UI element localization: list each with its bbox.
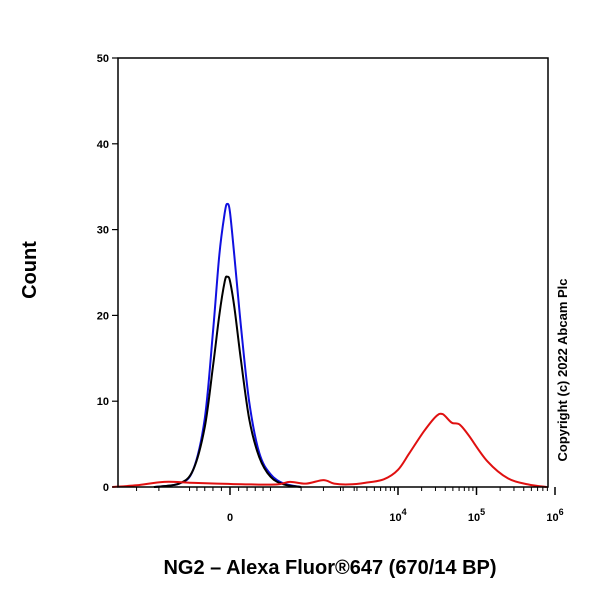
y-tick-label: 10 [97, 396, 109, 408]
y-tick-label: 30 [97, 225, 109, 237]
x-axis-title: NG2 – Alexa Fluor®647 (670/14 BP) [163, 557, 496, 579]
histogram-curve-3 [112, 412, 547, 488]
x-tick-label: 0 [227, 512, 233, 524]
y-tick-label: 50 [97, 53, 109, 65]
ticks-layer: 0 10 20 30 40 50 0 104 105 106 [97, 53, 564, 524]
x-tick-label: 105 [468, 507, 485, 524]
y-tick-label: 40 [97, 139, 109, 151]
x-tick-label: 104 [389, 507, 406, 524]
histogram-curve-1 [153, 202, 302, 488]
x-tick-label: 106 [546, 507, 563, 524]
copyright-text: Copyright (c) 2022 Abcam Plc [555, 278, 570, 461]
y-axis-title: Count [19, 241, 41, 299]
y-tick-label: 20 [97, 310, 109, 322]
plot-frame [117, 57, 549, 488]
histogram-curve-2 [153, 275, 302, 488]
curves-layer [112, 202, 547, 488]
y-tick-label: 0 [103, 482, 109, 494]
axes-layer [117, 57, 549, 488]
